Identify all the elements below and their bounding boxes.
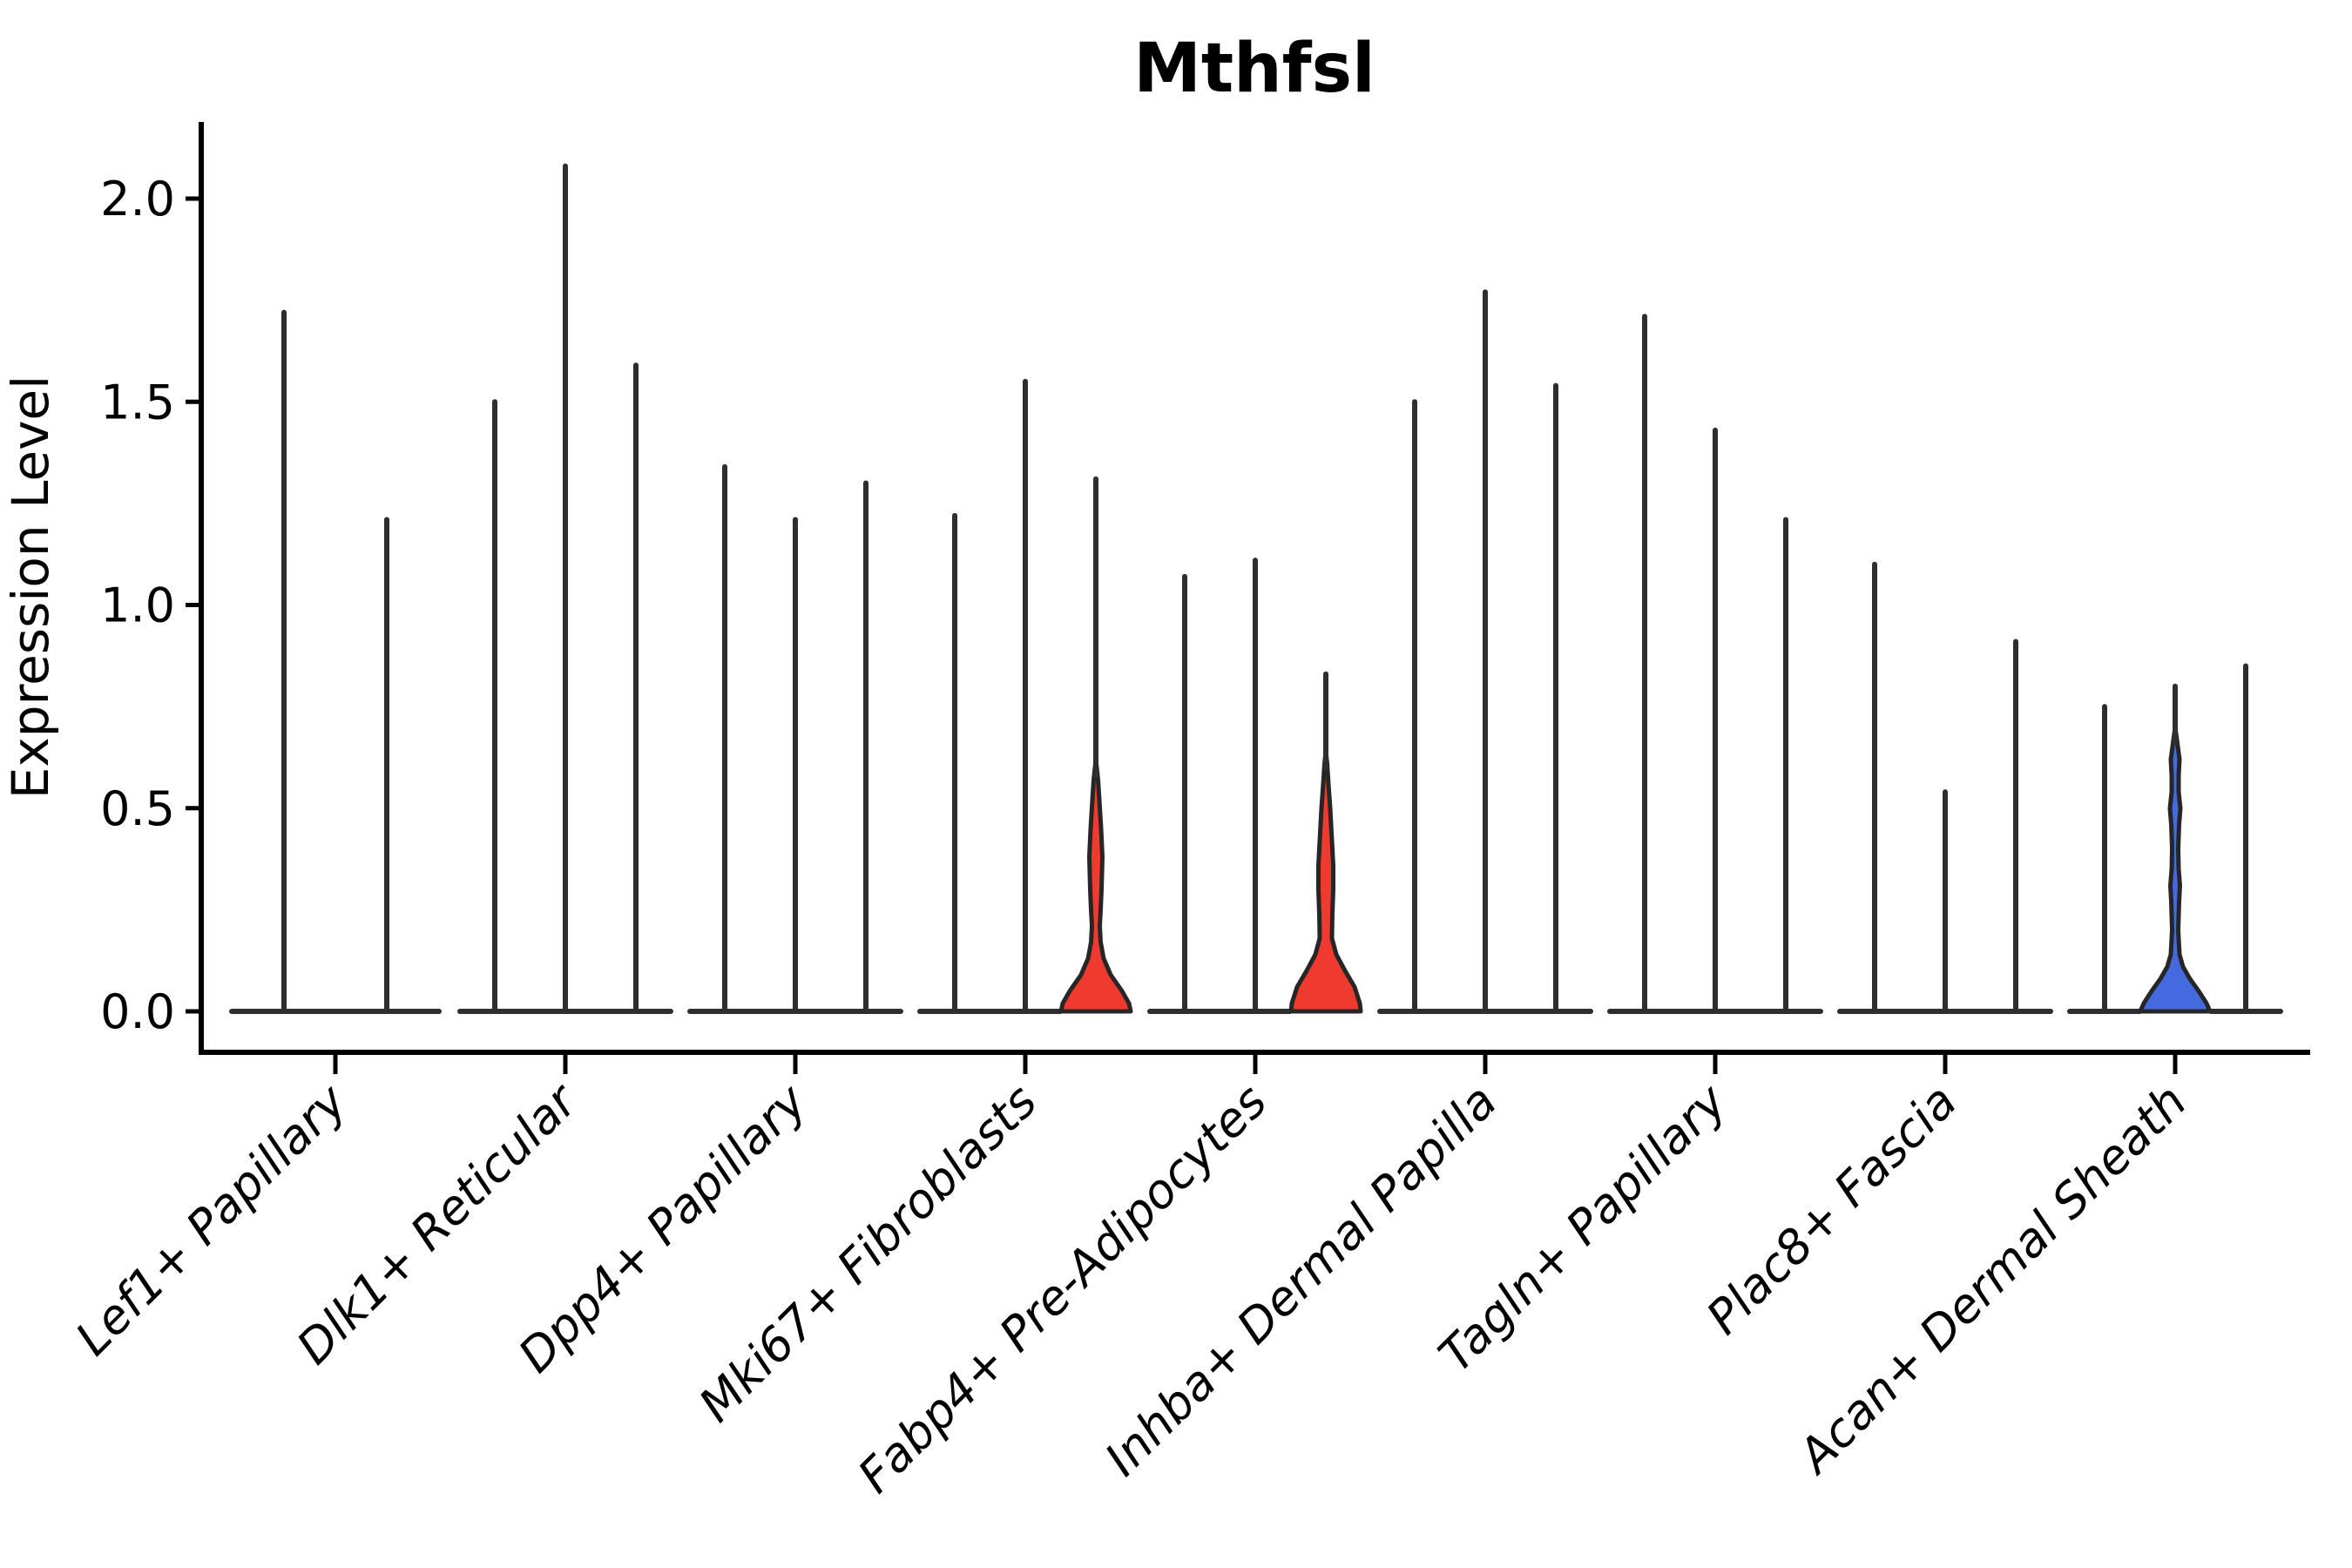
y-axis-label: Expression Level — [1, 375, 60, 799]
y-tick-label: 0.5 — [100, 781, 175, 836]
y-tick-label: 0.0 — [100, 984, 175, 1039]
violin-bodies-layer — [229, 163, 2283, 1014]
violin-body — [1288, 748, 1363, 1014]
violin-body — [2138, 725, 2213, 1014]
y-tick-label: 1.0 — [100, 578, 175, 633]
x-tick-label: Plac8+ Fascia — [1696, 1074, 1967, 1345]
y-tick-label: 2.0 — [100, 172, 175, 226]
axes-layer — [186, 122, 2310, 1074]
x-tick-label: Inhba+ Dermal Papilla — [1094, 1074, 1507, 1487]
y-tick-label: 1.5 — [100, 375, 175, 429]
chart-title: Mthfsl — [1133, 30, 1375, 108]
x-tick-label: Acan+ Dermal Sheath — [1786, 1074, 2197, 1485]
x-tick-label: Fabp4+ Pre-Adipocytes — [848, 1074, 1277, 1504]
violin-body — [1058, 757, 1133, 1014]
